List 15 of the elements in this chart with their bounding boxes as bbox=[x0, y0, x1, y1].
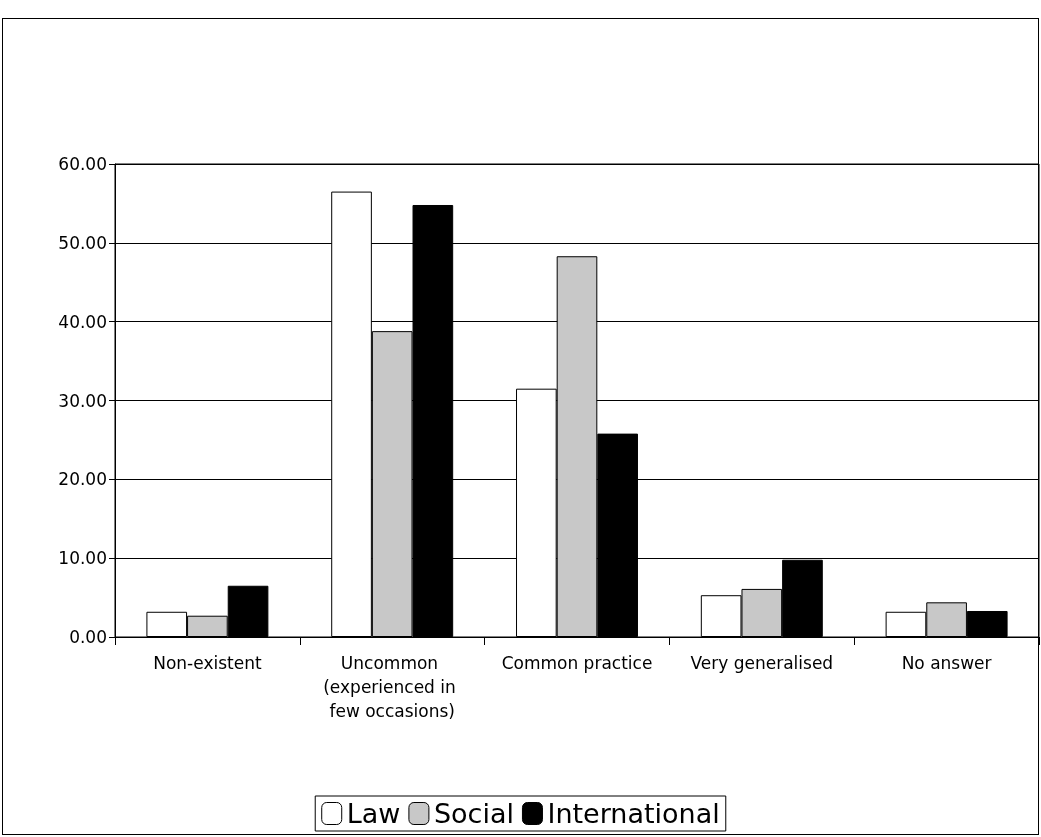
x-tick-label: Common practice bbox=[501, 653, 653, 673]
legend-label: International bbox=[547, 798, 720, 829]
y-tick-label: 0.00 bbox=[69, 627, 107, 647]
legend-label: Social bbox=[433, 798, 514, 829]
y-tick-label: 20.00 bbox=[58, 469, 107, 490]
y-tick-label: 50.00 bbox=[58, 232, 107, 253]
x-tick-label: Uncommon (experienced in few occasions) bbox=[323, 653, 462, 721]
x-tick-label: Very generalised bbox=[690, 653, 834, 673]
y-tick-label: 40.00 bbox=[58, 311, 107, 332]
legend-label: Law bbox=[346, 798, 401, 829]
x-tick-label: Non-existent bbox=[153, 653, 262, 673]
y-tick-label: 30.00 bbox=[58, 390, 107, 411]
x-tick-label: No answer bbox=[901, 653, 992, 673]
y-tick-label: 60.00 bbox=[58, 154, 107, 174]
y-tick-label: 10.00 bbox=[58, 548, 107, 569]
